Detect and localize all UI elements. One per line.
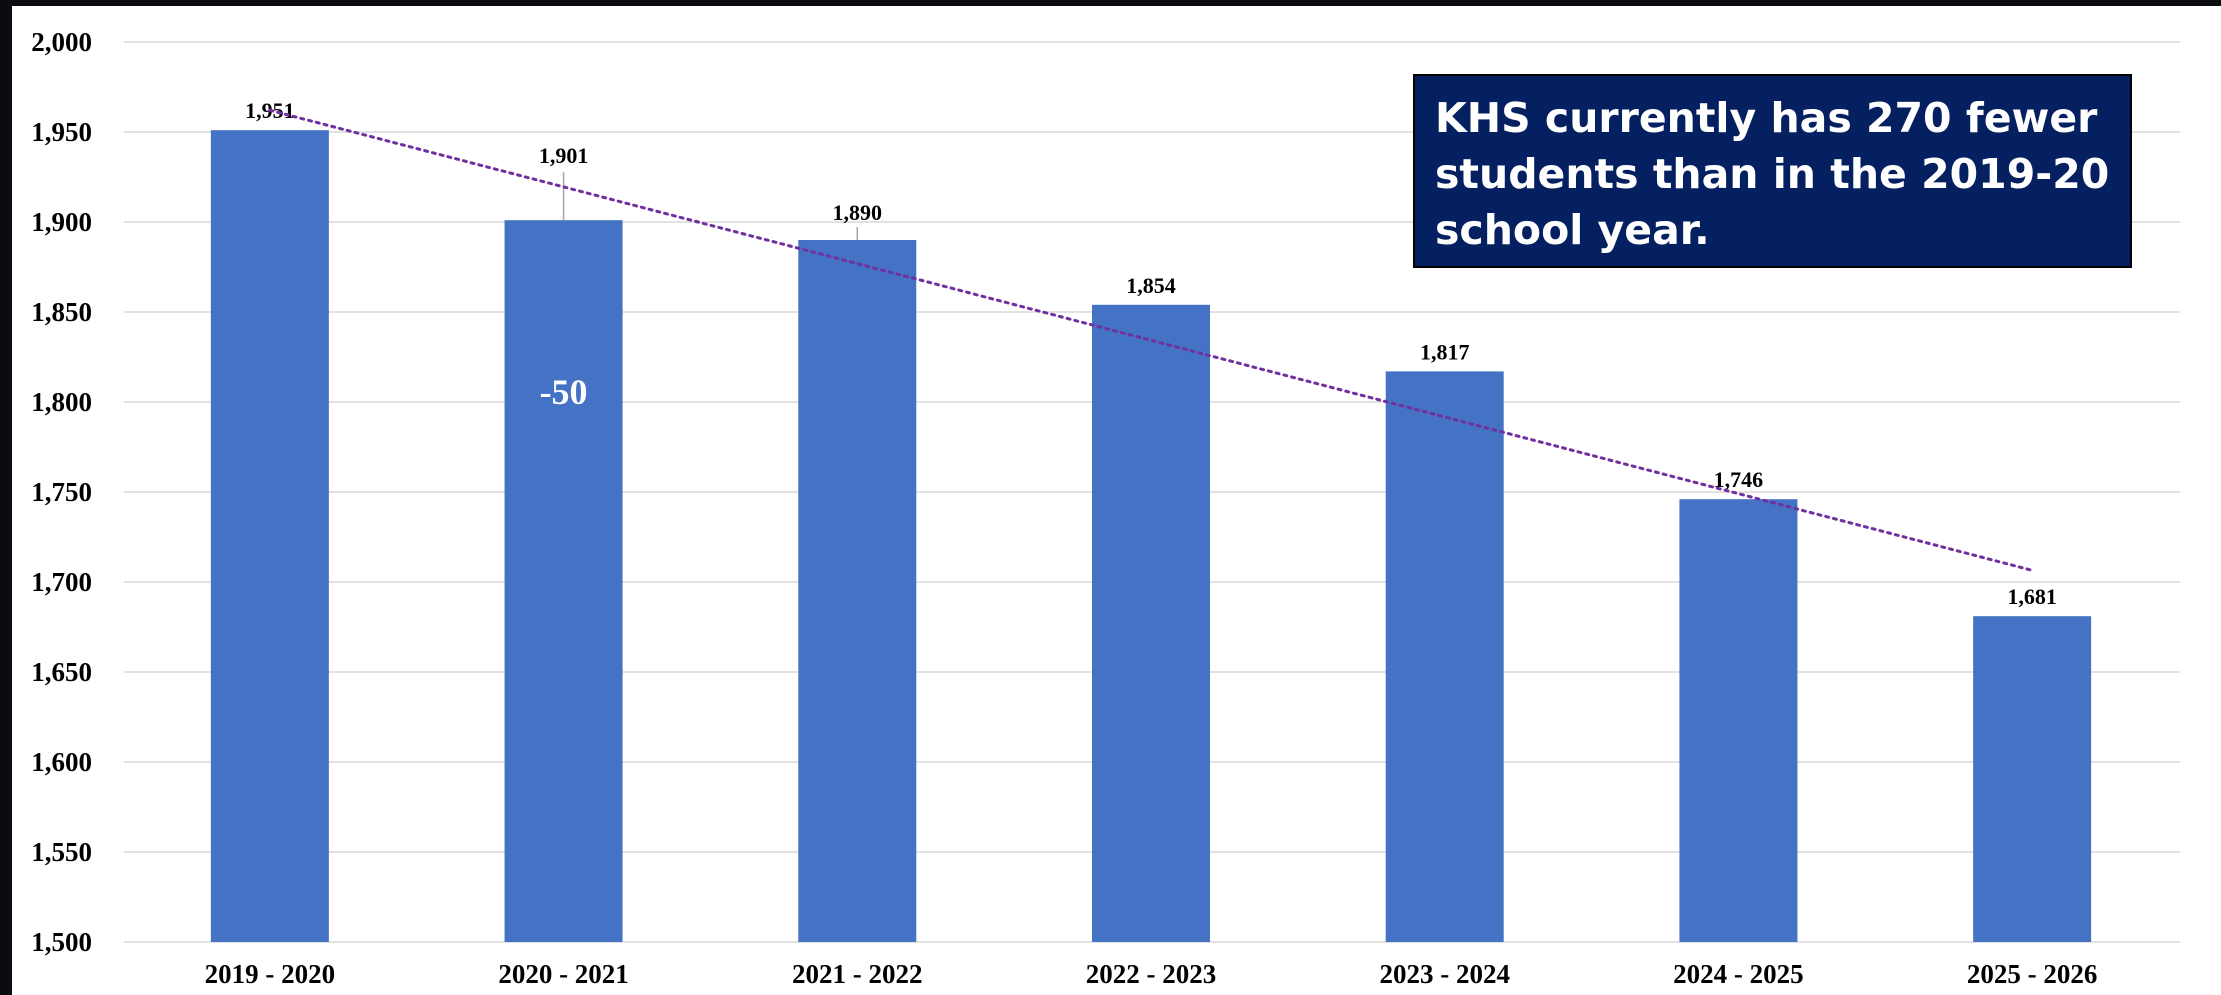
trendline: [268, 108, 2034, 572]
data-label: 1,817: [1420, 339, 1470, 364]
y-tick-label: 1,650: [31, 657, 92, 687]
y-tick-label: 1,950: [31, 117, 92, 147]
bar-annotations: -50: [540, 372, 588, 412]
x-axis-ticks: 2019 - 2020 2020 - 2021 2021 - 2022 2022 - …: [205, 959, 2098, 989]
x-tick-label: 2023 - 2024: [1379, 959, 1510, 989]
bar-annotation: -50: [540, 372, 588, 412]
x-tick-label: 2021 - 2022: [792, 959, 923, 989]
bar: [1973, 616, 2092, 942]
y-tick-label: 1,750: [31, 477, 92, 507]
trendline-line: [268, 108, 2034, 572]
bar: [504, 220, 623, 942]
data-label: 1,746: [1714, 467, 1764, 492]
y-tick-label: 1,600: [31, 747, 92, 777]
data-label: 1,901: [539, 143, 589, 168]
x-tick-label: 2019 - 2020: [205, 959, 336, 989]
bars: [210, 130, 2092, 942]
y-tick-label: 2,000: [31, 27, 92, 57]
callout-text: KHS currently has 270 fewer students tha…: [1435, 94, 2110, 254]
leader-lines: [562, 172, 859, 240]
data-label: 1,681: [2007, 584, 2057, 609]
left-border: [0, 0, 12, 995]
y-tick-label: 1,700: [31, 567, 92, 597]
y-tick-label: 1,850: [31, 297, 92, 327]
bar: [798, 240, 917, 942]
y-tick-label: 1,500: [31, 927, 92, 957]
bar: [1092, 304, 1210, 942]
top-border: [0, 0, 2221, 6]
bar: [1385, 371, 1504, 942]
y-tick-label: 1,800: [31, 387, 92, 417]
bar: [210, 130, 329, 942]
y-axis-ticks: 1,500 1,550 1,600 1,650 1,700 1,750 1,800 1,850…: [31, 27, 92, 957]
bar: [1679, 499, 1798, 942]
x-tick-label: 2022 - 2023: [1086, 959, 1217, 989]
x-tick-label: 2020 - 2021: [498, 959, 629, 989]
y-tick-label: 1,550: [31, 837, 92, 867]
callout-box: KHS currently has 270 fewer students tha…: [1413, 74, 2132, 268]
y-tick-label: 1,900: [31, 207, 92, 237]
data-label: 1,854: [1126, 273, 1176, 298]
data-label: 1,890: [833, 200, 883, 225]
x-tick-label: 2025 - 2026: [1967, 959, 2098, 989]
x-tick-label: 2024 - 2025: [1673, 959, 1804, 989]
